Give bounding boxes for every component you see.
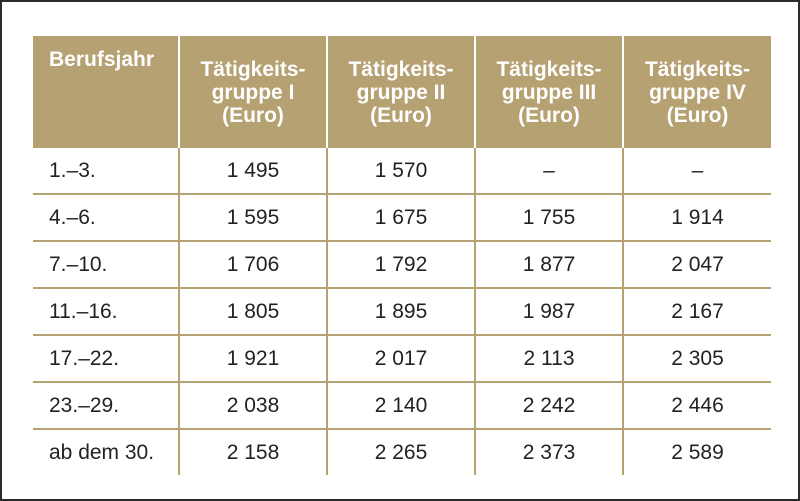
salary-cell: 2 158 — [178, 429, 327, 475]
salary-cell: 1 987 — [474, 288, 623, 336]
table-row: 23.–29. 2 038 2 140 2 242 2 446 — [33, 382, 771, 430]
header-group-1-line3: (Euro) — [222, 103, 284, 127]
salary-cell: 2 047 — [622, 241, 771, 289]
table-row: ab dem 30. 2 158 2 265 2 373 2 589 — [33, 429, 771, 475]
header-group-2-line3: (Euro) — [370, 103, 432, 127]
header-group-2-line1: Tätigkeits- — [348, 57, 454, 81]
salary-cell: 1 914 — [622, 194, 771, 242]
salary-cell: 2 265 — [326, 429, 475, 475]
table-row: 7.–10. 1 706 1 792 1 877 2 047 — [33, 241, 771, 289]
header-group-3-line2: gruppe III — [501, 80, 597, 104]
row-year-cell: ab dem 30. — [49, 440, 155, 464]
salary-cell: 1 675 — [326, 194, 475, 242]
salary-cell: 2 242 — [474, 382, 623, 430]
salary-cell: – — [474, 148, 623, 195]
header-group-2-line2: gruppe II — [356, 80, 446, 104]
header-group-1-line2: gruppe I — [211, 80, 295, 104]
table-header: Berufsjahr Tätigkeits- gruppe I (Euro) T… — [33, 36, 771, 148]
salary-cell: 1 877 — [474, 241, 623, 289]
salary-cell: 2 446 — [622, 382, 771, 430]
salary-cell: 1 921 — [178, 335, 327, 383]
header-group-2: Tätigkeits- gruppe II (Euro) — [326, 36, 475, 148]
salary-cell: – — [622, 148, 771, 195]
salary-cell: 2 589 — [622, 429, 771, 475]
header-group-3-line1: Tätigkeits- — [496, 57, 602, 81]
table-row: 1.–3. 1 495 1 570 – – — [33, 148, 771, 195]
salary-cell: 1 755 — [474, 194, 623, 242]
salary-cell: 1 805 — [178, 288, 327, 336]
salary-cell: 1 595 — [178, 194, 327, 242]
salary-cell: 2 017 — [326, 335, 475, 383]
salary-cell: 2 038 — [178, 382, 327, 430]
header-group-1-line1: Tätigkeits- — [200, 57, 306, 81]
salary-cell: 1 706 — [178, 241, 327, 289]
row-year-cell: 23.–29. — [33, 382, 179, 430]
row-year-cell: 11.–16. — [33, 288, 179, 336]
salary-cell: 2 167 — [622, 288, 771, 336]
row-year-cell: 17.–22. — [33, 335, 179, 383]
header-berufsjahr: Berufsjahr — [33, 36, 179, 148]
salary-cell: 1 792 — [326, 241, 475, 289]
table-row: 4.–6. 1 595 1 675 1 755 1 914 — [33, 194, 771, 242]
row-year-cell: 1.–3. — [33, 148, 179, 195]
header-group-4-line1: Tätigkeits- — [644, 57, 751, 81]
row-year-cell: 7.–10. — [33, 241, 179, 289]
salary-cell: 1 570 — [326, 148, 475, 195]
table-row: 11.–16. 1 805 1 895 1 987 2 167 — [33, 288, 771, 336]
header-group-4-line2: gruppe IV — [649, 80, 746, 104]
header-group-4-line3: (Euro) — [666, 103, 729, 127]
salary-cell: 1 495 — [178, 148, 327, 195]
header-group-3: Tätigkeits- gruppe III (Euro) — [474, 36, 623, 148]
row-year-cell: 4.–6. — [33, 194, 179, 242]
header-group-1: Tätigkeits- gruppe I (Euro) — [178, 36, 327, 148]
salary-cell: 2 373 — [474, 429, 623, 475]
header-group-4: Tätigkeits- gruppe IV (Euro) — [622, 36, 771, 148]
table-row: 17.–22. 1 921 2 017 2 113 2 305 — [33, 335, 771, 383]
table-body: 1.–3. 1 495 1 570 – – 4.–6. 1 595 1 675 … — [33, 148, 771, 475]
header-row: Berufsjahr Tätigkeits- gruppe I (Euro) T… — [33, 36, 771, 148]
salary-cell: 2 113 — [474, 335, 623, 383]
salary-cell: 1 895 — [326, 288, 475, 336]
salary-table: Berufsjahr Tätigkeits- gruppe I (Euro) T… — [33, 36, 771, 475]
header-group-3-line3: (Euro) — [518, 103, 580, 127]
salary-cell: 2 140 — [326, 382, 475, 430]
salary-cell: 2 305 — [622, 335, 771, 383]
